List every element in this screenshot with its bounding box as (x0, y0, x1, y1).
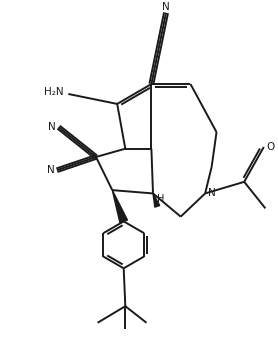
Polygon shape (112, 190, 127, 223)
Text: N: N (162, 2, 170, 12)
Text: O: O (266, 142, 274, 152)
Text: H₂N: H₂N (44, 87, 64, 97)
Text: N: N (47, 165, 54, 175)
Text: N: N (48, 122, 56, 132)
Text: N: N (208, 188, 215, 198)
Polygon shape (153, 194, 160, 207)
Text: H: H (157, 194, 165, 204)
